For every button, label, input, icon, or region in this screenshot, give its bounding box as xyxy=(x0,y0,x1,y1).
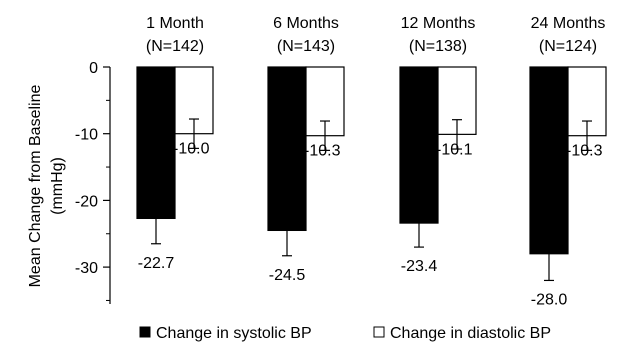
y-tick-label: 0 xyxy=(89,60,98,77)
category-n-label: (N=124) xyxy=(539,38,597,55)
systolic-value-label: -23.4 xyxy=(401,258,438,275)
legend-swatch-diastolic xyxy=(373,326,385,338)
legend-label-systolic: Change in systolic BP xyxy=(156,325,312,342)
y-axis-title: Mean Change from Baseline (mmHg) xyxy=(27,85,66,288)
systolic-bar xyxy=(399,66,439,224)
y-axis: 0 -10 -20 -30 xyxy=(75,60,111,304)
category-n-label: (N=142) xyxy=(146,38,204,55)
systolic-value-label: -24.5 xyxy=(269,267,306,284)
category-label: 12 Months xyxy=(401,15,476,32)
diastolic-value-label: -10.0 xyxy=(173,141,210,158)
systolic-bar xyxy=(529,66,569,255)
systolic-value-label: -22.7 xyxy=(138,255,175,272)
category-n-label: (N=138) xyxy=(409,38,467,55)
bars: -22.7 -24.5 -23.4 -28.0 -10.0 -10.3 -10.1 -10.3 xyxy=(136,66,607,308)
category-n-label: (N=143) xyxy=(277,38,335,55)
legend-label-diastolic: Change in diastolic BP xyxy=(390,325,551,342)
y-tick-label: -10 xyxy=(75,127,98,144)
category-label: 6 Months xyxy=(273,15,339,32)
legend: Change in systolic BP Change in diastolic… xyxy=(139,325,551,342)
category-labels: 1 Month (N=142) 6 Months (N=143) 12 Months (N… xyxy=(146,15,605,55)
diastolic-value-label: -10.3 xyxy=(304,143,341,160)
category-label: 24 Months xyxy=(531,15,606,32)
diastolic-value-label: -10.3 xyxy=(566,143,603,160)
y-tick-label: -20 xyxy=(75,193,98,210)
y-tick-label: -30 xyxy=(75,260,98,277)
diastolic-value-label: -10.1 xyxy=(436,141,473,158)
systolic-value-label: -28.0 xyxy=(531,291,568,308)
systolic-bar xyxy=(267,66,307,232)
legend-swatch-systolic xyxy=(139,326,151,338)
category-label: 1 Month xyxy=(146,15,204,32)
y-axis-title-text: Mean Change from Baseline (mmHg) xyxy=(27,85,66,288)
